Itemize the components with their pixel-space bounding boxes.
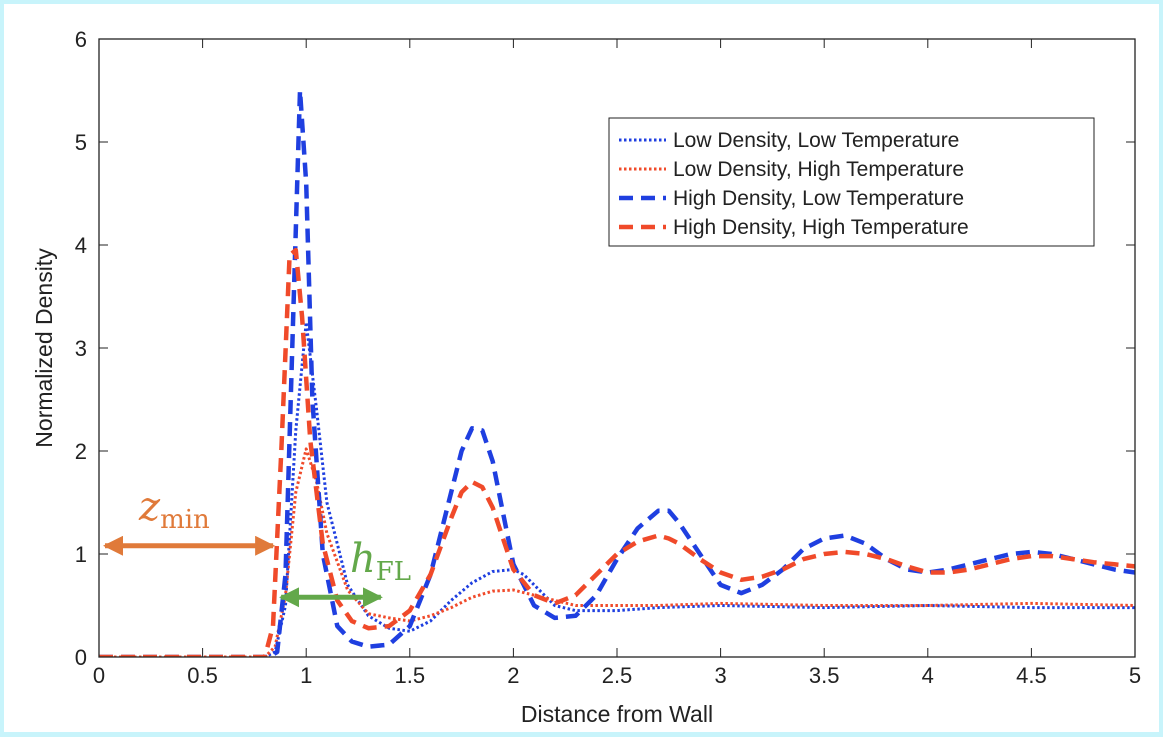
annotation-label-main: h xyxy=(350,536,376,582)
annotation-label-sub: FL xyxy=(376,557,411,587)
x-tick-label: 0 xyxy=(93,663,105,688)
x-tick-label: 5 xyxy=(1129,663,1141,688)
legend-entry-label: Low Density, High Temperature xyxy=(673,158,964,181)
y-tick-label: 3 xyxy=(75,336,87,361)
x-tick-label: 1.5 xyxy=(395,663,426,688)
legend: Low Density, Low Temperature Low Density,… xyxy=(608,117,1095,247)
x-tick-label: 1 xyxy=(300,663,312,688)
y-tick-label: 1 xyxy=(75,542,87,567)
x-tick-label: 2.5 xyxy=(602,663,633,688)
x-axis-label: Distance from Wall xyxy=(521,701,713,727)
figure-frame: zmin hFL 0 0.5 1 1.5 2 2.5 3 3.5 4 4.5 5 0 1 2 3 4 5 6 Dis… xyxy=(4,4,1159,732)
y-tick-label: 0 xyxy=(75,645,87,670)
legend-box xyxy=(608,117,1095,247)
x-tick-label: 4.5 xyxy=(1016,663,1047,688)
legend-entry-label: High Density, Low Temperature xyxy=(673,187,964,210)
annotation-label-main: z xyxy=(138,484,161,530)
series-line-4 xyxy=(99,247,1135,657)
y-tick-label: 5 xyxy=(75,130,87,155)
y-axis-label: Normalized Density xyxy=(31,248,57,448)
y-tick-label: 4 xyxy=(75,233,87,258)
annotation-layer: zmin hFL xyxy=(103,484,411,608)
x-tick-label: 4 xyxy=(922,663,934,688)
tick-layer: 0 0.5 1 1.5 2 2.5 3 3.5 4 4.5 5 0 1 2 3 4 5 6 xyxy=(75,27,1141,688)
series-line-2 xyxy=(99,447,1135,657)
annotation-label-sub: min xyxy=(160,505,210,535)
x-tick-label: 2 xyxy=(507,663,519,688)
line-chart: zmin hFL 0 0.5 1 1.5 2 2.5 3 3.5 4 4.5 5 0 1 2 3 4 5 6 Dis… xyxy=(31,27,1141,727)
x-tick-label: 3 xyxy=(714,663,726,688)
annotation-label-1: zmin xyxy=(138,484,210,535)
y-tick-label: 6 xyxy=(75,27,87,52)
legend-entry-label: Low Density, Low Temperature xyxy=(673,129,959,152)
x-tick-label: 0.5 xyxy=(187,663,218,688)
annotation-label-2: hFL xyxy=(350,536,411,587)
x-tick-label: 3.5 xyxy=(809,663,840,688)
series-line-1 xyxy=(99,320,1135,657)
y-tick-label: 2 xyxy=(75,439,87,464)
legend-entry-label: High Density, High Temperature xyxy=(673,216,969,239)
